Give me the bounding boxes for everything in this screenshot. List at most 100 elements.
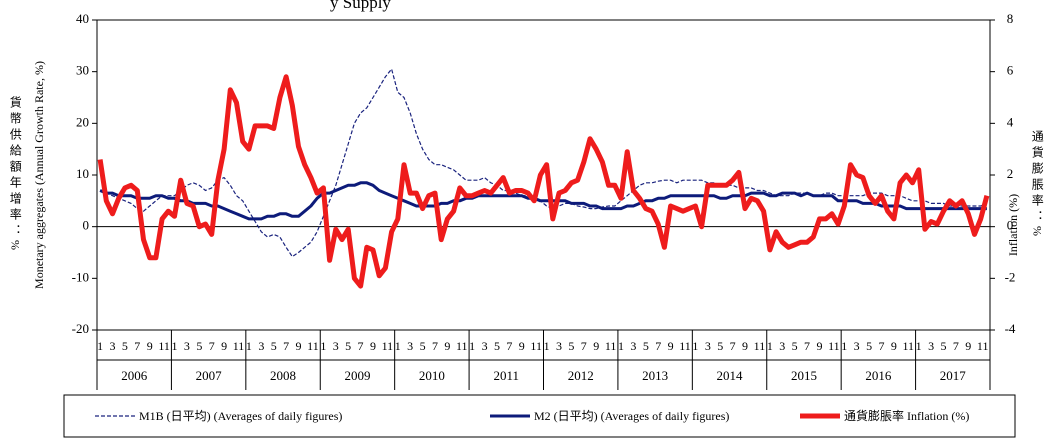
x-tick-label: 9: [742, 339, 748, 353]
x-tick-label: 1: [97, 339, 103, 353]
x-tick-label: 1: [246, 339, 252, 353]
y2-tick-label: 6: [1007, 63, 1014, 78]
x-tick-label: 11: [382, 339, 394, 353]
y-tick-label: 40: [76, 11, 89, 26]
x-tick-label: 7: [655, 339, 661, 353]
year-label: 2014: [717, 368, 744, 383]
x-tick-label: 1: [320, 339, 326, 353]
x-tick-label: 3: [928, 339, 934, 353]
legend-label: M1B (日平均) (Averages of daily figures): [139, 409, 342, 423]
x-tick-label: 7: [506, 339, 512, 353]
y-tick-label: 10: [76, 166, 89, 181]
x-tick-label: 9: [147, 339, 153, 353]
x-tick-label: 3: [556, 339, 562, 353]
year-label: 2016: [865, 368, 892, 383]
year-label: 2008: [270, 368, 296, 383]
x-tick-label: 11: [605, 339, 617, 353]
x-tick-label: 1: [172, 339, 178, 353]
chart-title: y Supply: [330, 0, 391, 12]
x-tick-label: 9: [965, 339, 971, 353]
x-tick-label: 11: [233, 339, 245, 353]
x-tick-label: 5: [420, 339, 426, 353]
x-tick-label: 5: [717, 339, 723, 353]
year-label: 2009: [344, 368, 370, 383]
x-tick-label: 1: [395, 339, 401, 353]
x-tick-label: 1: [841, 339, 847, 353]
x-tick-label: 7: [134, 339, 140, 353]
x-tick-label: 3: [482, 339, 488, 353]
y-tick-label: 30: [76, 63, 89, 78]
y-tick-label: 20: [76, 114, 89, 129]
y-tick-label: 0: [83, 218, 90, 233]
x-tick-label: 7: [358, 339, 364, 353]
year-label: 2007: [196, 368, 223, 383]
x-tick-label: 1: [469, 339, 475, 353]
x-tick-label: 11: [158, 339, 170, 353]
x-tick-label: 7: [432, 339, 438, 353]
y-axis-label: Monetary aggregates (Annual Growth Rate,…: [32, 61, 46, 289]
x-tick-label: 7: [283, 339, 289, 353]
legend-box: [63, 394, 1016, 438]
y2-axis-label-zh: 通貨膨脹率：%: [1030, 130, 1044, 240]
x-tick-label: 5: [271, 339, 277, 353]
x-tick-label: 3: [110, 339, 116, 353]
year-label: 2013: [642, 368, 668, 383]
x-tick-label: 3: [333, 339, 339, 353]
series-line: [97, 74, 990, 289]
x-tick-label: 3: [705, 339, 711, 353]
x-tick-label: 7: [730, 339, 736, 353]
series-line: [99, 181, 987, 221]
y2-tick-label: 4: [1007, 114, 1014, 129]
x-tick-label: 7: [581, 339, 587, 353]
year-label: 2017: [940, 368, 967, 383]
x-tick-label: 1: [544, 339, 550, 353]
year-label: 2010: [419, 368, 445, 383]
x-tick-label: 7: [878, 339, 884, 353]
x-tick-label: 3: [779, 339, 785, 353]
y-tick-label: -10: [72, 269, 89, 284]
y-axis-label-zh: 貨幣供給額年增率：%: [8, 95, 22, 254]
x-tick-label: 3: [258, 339, 264, 353]
x-tick-label: 7: [209, 339, 215, 353]
x-tick-label: 1: [618, 339, 624, 353]
x-tick-label: 7: [804, 339, 810, 353]
y2-axis-label: Inflation (%): [1006, 194, 1020, 256]
x-tick-label: 5: [494, 339, 500, 353]
x-tick-label: 5: [866, 339, 872, 353]
x-tick-label: 11: [977, 339, 989, 353]
year-label: 2006: [121, 368, 148, 383]
x-tick-label: 11: [828, 339, 840, 353]
y2-tick-label: -4: [1005, 321, 1016, 336]
x-tick-label: 11: [456, 339, 468, 353]
x-tick-label: 11: [307, 339, 319, 353]
year-label: 2015: [791, 368, 817, 383]
x-tick-label: 1: [692, 339, 698, 353]
x-tick-label: 11: [679, 339, 691, 353]
x-tick-label: 9: [296, 339, 302, 353]
x-tick-label: 7: [953, 339, 959, 353]
x-tick-label: 3: [184, 339, 190, 353]
x-tick-label: 9: [891, 339, 897, 353]
y2-tick-label: 2: [1007, 166, 1014, 181]
legend-label: 通貨膨脹率 Inflation (%): [844, 408, 969, 423]
x-tick-label: 1: [767, 339, 773, 353]
x-tick-label: 3: [630, 339, 636, 353]
x-tick-label: 5: [568, 339, 574, 353]
x-tick-label: 3: [854, 339, 860, 353]
x-tick-label: 9: [444, 339, 450, 353]
x-tick-label: 9: [370, 339, 376, 353]
x-tick-label: 3: [407, 339, 413, 353]
x-tick-label: 5: [122, 339, 128, 353]
x-tick-label: 11: [903, 339, 915, 353]
x-tick-label: 5: [196, 339, 202, 353]
x-tick-label: 1: [916, 339, 922, 353]
year-label: 2012: [568, 368, 594, 383]
series-line: [99, 68, 988, 258]
x-tick-label: 11: [530, 339, 542, 353]
x-tick-label: 9: [668, 339, 674, 353]
x-tick-label: 5: [345, 339, 351, 353]
x-tick-label: 9: [519, 339, 525, 353]
x-tick-label: 5: [792, 339, 798, 353]
x-tick-label: 11: [754, 339, 766, 353]
